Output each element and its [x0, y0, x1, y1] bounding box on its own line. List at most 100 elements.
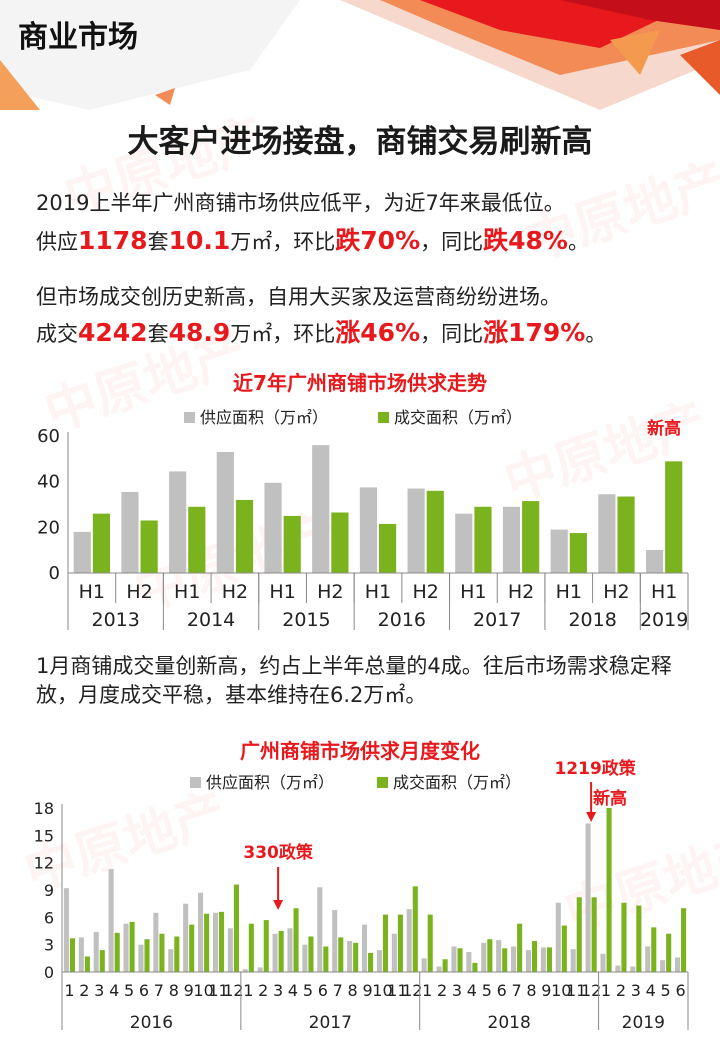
- annotation-label: 1219政策: [554, 758, 636, 779]
- supply-units: 1178: [78, 226, 148, 255]
- x-tick-label: 1: [422, 981, 432, 1000]
- supply-bar: [502, 506, 521, 573]
- supply-bar: [153, 912, 159, 972]
- supply-bar: [406, 909, 412, 972]
- supply-yoy: 跌48%: [483, 226, 568, 255]
- x-tick-label: 7: [154, 981, 164, 1000]
- supply-bar: [421, 958, 427, 972]
- supply-bar: [436, 966, 442, 972]
- intro-line-3: 但市场成交创历史新高，自用大买家及运营商纷纷进场。: [36, 285, 561, 309]
- y-tick-label: 18: [34, 799, 54, 818]
- sentence-end: 。: [585, 322, 607, 346]
- deal-bar: [308, 936, 314, 972]
- supply-bar: [598, 494, 616, 573]
- x-tick-label: 2: [79, 981, 89, 1000]
- x-tick-label: 3: [94, 981, 104, 1000]
- y-tick-label: 20: [37, 517, 60, 538]
- deal-bar: [576, 897, 582, 972]
- deal-bar: [442, 959, 448, 972]
- x-tick-label: 12: [223, 981, 243, 1000]
- legend-swatch: [377, 777, 388, 788]
- x-tick-label: 5: [482, 981, 492, 1000]
- supply-yoy-label: ，同比: [420, 230, 484, 254]
- deal-bar: [412, 886, 418, 972]
- supply-bar: [540, 947, 546, 972]
- supply-bar: [332, 910, 338, 972]
- supply-bar: [212, 912, 218, 972]
- deal-bar: [561, 925, 567, 972]
- deal-bar: [69, 938, 76, 972]
- x-tick-label: 3: [273, 981, 283, 1000]
- intro-line-1: 2019上半年广州商铺市场供应低平，为近7年来最低位。: [36, 191, 565, 215]
- annotation-label: 新高: [647, 418, 681, 439]
- x-tick-label: H2: [222, 581, 248, 603]
- supply-bar: [674, 957, 681, 972]
- deal-bar: [293, 908, 299, 972]
- x-tick-label: H2: [317, 581, 343, 603]
- header-decoration: [0, 0, 720, 110]
- deal-bar: [532, 941, 538, 972]
- supply-bar: [585, 823, 591, 972]
- group-label: 2015: [282, 609, 330, 631]
- annotation-arrow-head: [586, 812, 597, 822]
- group-label: 2014: [187, 609, 235, 631]
- x-tick-label: H1: [269, 581, 295, 603]
- deal-bar: [338, 937, 344, 972]
- deal-bar: [188, 506, 206, 573]
- headline: 大客户进场接盘，商铺交易刷新高: [127, 124, 593, 160]
- y-tick-label: 40: [37, 472, 60, 493]
- legend-swatch: [190, 777, 201, 788]
- deal-bar: [331, 512, 349, 573]
- x-tick-label: 11: [208, 981, 228, 1000]
- x-tick-label: 9: [541, 981, 551, 1000]
- annotation-label: 新高: [593, 788, 627, 809]
- deal-bar: [140, 520, 158, 573]
- legend-label: 供应面积（万㎡）: [200, 408, 328, 427]
- y-tick-label: 3: [44, 936, 54, 955]
- deal-units: 4242: [78, 318, 148, 347]
- supply-bar: [550, 529, 568, 573]
- deal-bar: [263, 920, 269, 972]
- x-tick-label: 6: [675, 981, 685, 1000]
- supply-bar: [466, 951, 472, 972]
- deal-bar: [353, 942, 359, 972]
- deal-bar: [617, 496, 635, 573]
- x-tick-label: 5: [303, 981, 313, 1000]
- supply-bar: [198, 892, 204, 972]
- deal-bar: [92, 513, 111, 573]
- chart-title: 广州商铺市场供求月度变化: [240, 739, 480, 763]
- deal-yoy-label: ，同比: [420, 322, 484, 346]
- supply-mom-label: 万㎡，环比: [230, 230, 336, 254]
- deal-bar: [651, 927, 657, 972]
- y-tick-label: 60: [37, 426, 60, 447]
- supply-bar: [570, 949, 576, 972]
- x-tick-label: 1: [601, 981, 611, 1000]
- deal-unit-label: 套: [147, 322, 169, 346]
- deal-bar: [457, 948, 463, 972]
- x-tick-label: 10: [551, 981, 571, 1000]
- deal-bar: [233, 884, 239, 972]
- x-tick-label: 12: [581, 981, 601, 1000]
- supply-bar: [216, 451, 234, 573]
- supply-bar: [407, 488, 425, 573]
- deal-bar: [174, 936, 180, 972]
- x-tick-label: 2: [437, 981, 447, 1000]
- supply-bar: [73, 531, 91, 573]
- section-title: 商业市场: [18, 20, 138, 55]
- x-tick-label: 5: [124, 981, 134, 1000]
- x-tick-label: H1: [556, 581, 582, 603]
- group-label: 2018: [568, 609, 616, 631]
- deal-bar: [636, 905, 642, 972]
- x-tick-label: H1: [174, 581, 200, 603]
- x-tick-label: 10: [372, 981, 392, 1000]
- deal-bar: [248, 923, 254, 972]
- supply-bar: [555, 902, 561, 972]
- deal-bar: [368, 952, 374, 972]
- intro-line-4: 成交4242套48.9万㎡，环比涨46%，同比涨179%。: [36, 314, 606, 353]
- y-tick-label: 0: [44, 963, 54, 982]
- x-tick-label: H2: [126, 581, 152, 603]
- deal-mom: 涨46%: [335, 318, 421, 347]
- deal-bar: [382, 914, 389, 972]
- deal-bar: [606, 808, 612, 972]
